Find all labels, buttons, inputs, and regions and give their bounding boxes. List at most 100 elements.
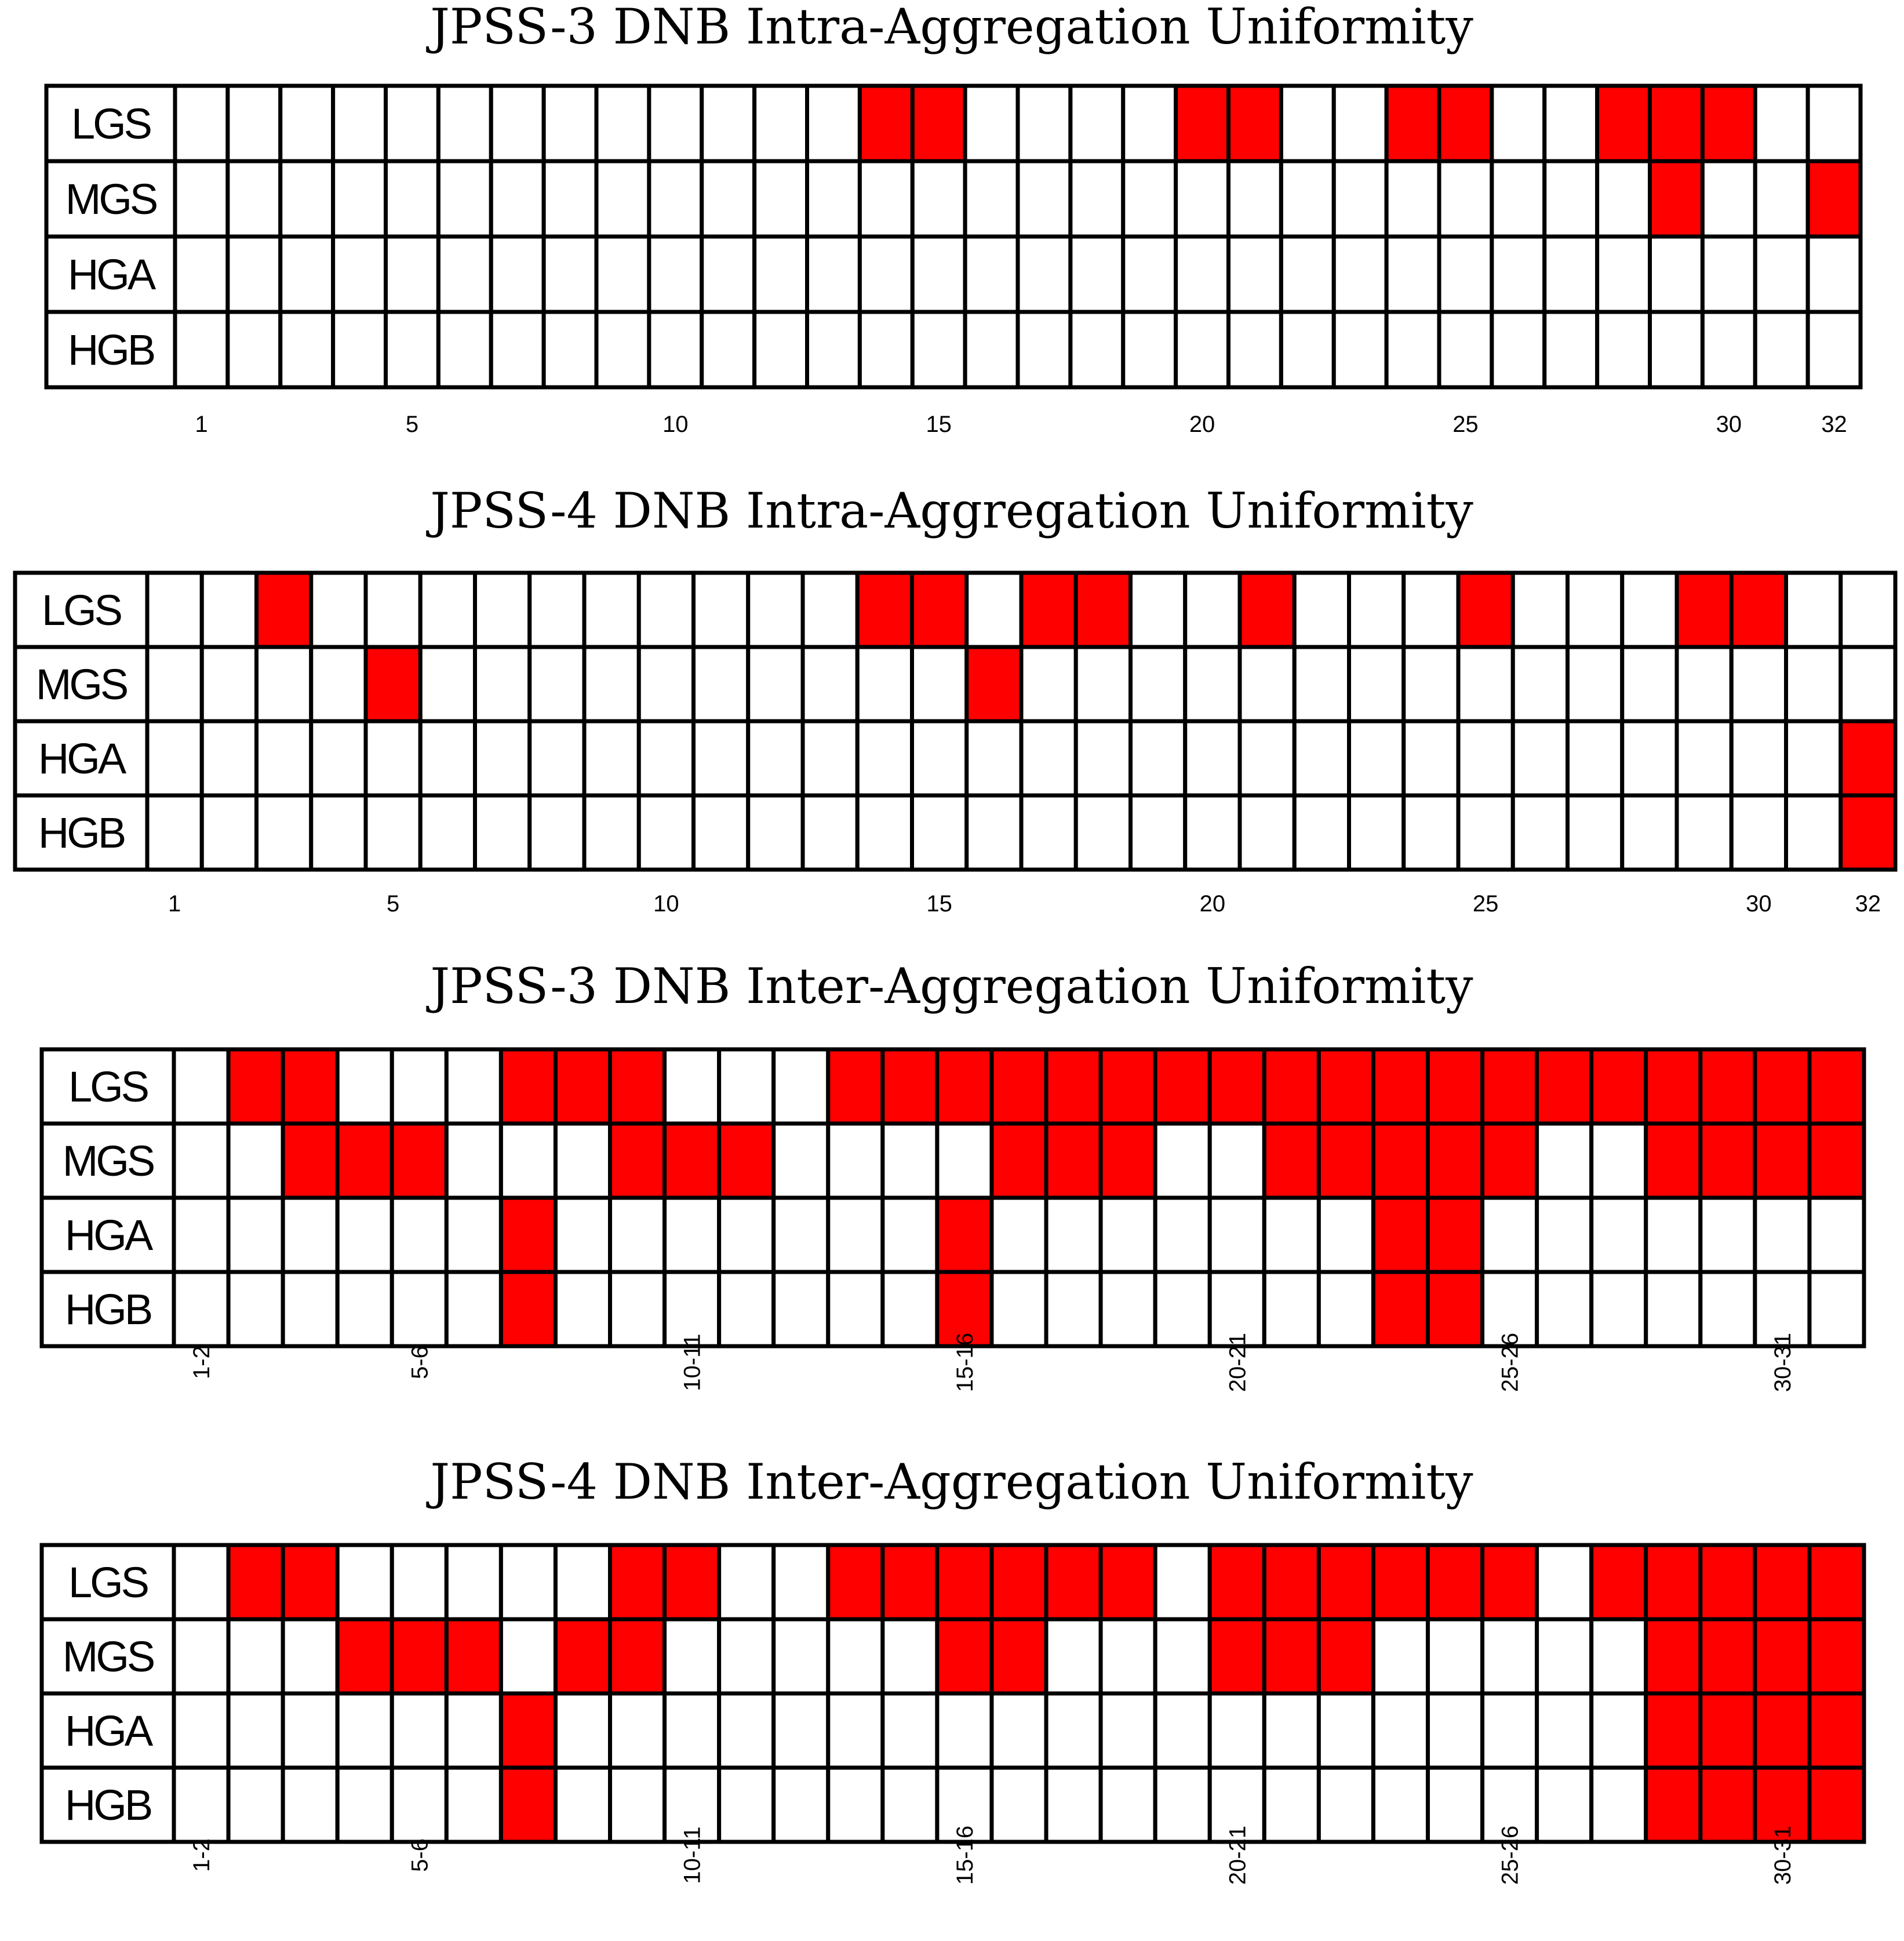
- cell-flagged: [1480, 1543, 1539, 1622]
- cell-flagged: [1753, 1617, 1812, 1696]
- cell-clear: [910, 310, 967, 390]
- cell-flagged: [1098, 1121, 1157, 1200]
- row-label-hgb: HGB: [65, 1285, 151, 1333]
- row-label-cell: [39, 1617, 176, 1696]
- tick-label: 5-6: [407, 1838, 432, 1872]
- cell-clear: [225, 83, 283, 163]
- cell-flagged: [1207, 1617, 1266, 1696]
- cell-flagged: [1674, 570, 1734, 649]
- cell-flagged: [553, 1617, 613, 1696]
- cell-flagged: [1262, 1617, 1321, 1696]
- cell-clear: [1019, 793, 1078, 872]
- cell-flagged: [1807, 1691, 1866, 1770]
- cell-clear: [172, 1121, 231, 1200]
- cell-flagged: [1644, 1543, 1703, 1622]
- cell-clear: [172, 1270, 231, 1348]
- cell-clear: [1044, 1765, 1103, 1844]
- cell-clear: [1044, 1691, 1103, 1770]
- cell-clear: [1401, 570, 1461, 649]
- cell-flagged: [1207, 1543, 1266, 1622]
- cell-flagged: [1807, 1121, 1866, 1200]
- cell-clear: [582, 645, 641, 724]
- cell-flagged: [1644, 1765, 1703, 1844]
- cell-flagged: [1044, 1047, 1103, 1126]
- cell-clear: [800, 570, 860, 649]
- cell-flagged: [935, 1543, 994, 1622]
- cell-clear: [1648, 234, 1705, 314]
- chart-title: JPSS-3 DNB Inter-Aggregation Uniformity: [425, 958, 1473, 1015]
- cell-clear: [662, 1765, 722, 1844]
- cell-clear: [1480, 1617, 1539, 1696]
- cell-flagged: [1644, 1047, 1703, 1126]
- cell-clear: [717, 1617, 776, 1696]
- cell-clear: [700, 83, 757, 163]
- cell-clear: [172, 1617, 231, 1696]
- cell-clear: [1535, 1121, 1594, 1200]
- row-label-hgb: HGB: [68, 326, 154, 374]
- cell-clear: [594, 159, 651, 239]
- cell-clear: [964, 793, 1024, 872]
- cell-clear: [647, 234, 704, 314]
- cell-clear: [363, 719, 423, 798]
- cell-clear: [418, 570, 477, 649]
- cell-clear: [1073, 645, 1133, 724]
- cell-flagged: [1644, 1121, 1703, 1200]
- cell-flagged: [553, 1047, 613, 1126]
- cell-clear: [1068, 159, 1126, 239]
- cell-clear: [254, 645, 314, 724]
- row-label-mgs: MGS: [63, 1633, 154, 1681]
- cell-clear: [636, 645, 696, 724]
- tick-label: 10: [653, 891, 679, 917]
- cell-flagged: [363, 645, 423, 724]
- cell-clear: [226, 1691, 285, 1770]
- cell-flagged: [281, 1543, 340, 1622]
- cell-flagged: [1425, 1195, 1485, 1274]
- cell-flagged: [880, 1543, 940, 1622]
- cell-clear: [309, 793, 368, 872]
- cell-clear: [700, 234, 757, 314]
- cell-flagged: [989, 1047, 1049, 1126]
- cell-clear: [963, 234, 1020, 314]
- cell-clear: [1784, 645, 1843, 724]
- grid-frame: [13, 570, 1898, 872]
- cell-clear: [331, 159, 388, 239]
- cell-clear: [172, 1691, 231, 1770]
- cell-flagged: [1698, 1617, 1757, 1696]
- cell-clear: [1316, 1691, 1375, 1770]
- cell-clear: [857, 310, 915, 390]
- cell-flagged: [1044, 1543, 1103, 1622]
- cell-clear: [1589, 1691, 1648, 1770]
- cell-clear: [1073, 793, 1133, 872]
- cell-flagged: [1698, 1765, 1757, 1844]
- tick-label: 25-26: [1498, 1826, 1523, 1885]
- cell-clear: [1566, 570, 1625, 649]
- grid-frame: [44, 83, 1863, 390]
- row-label-mgs: MGS: [36, 660, 127, 708]
- cell-flagged: [1371, 1270, 1430, 1348]
- cell-flagged: [254, 570, 314, 649]
- grid-frame: [39, 1543, 1866, 1844]
- cell-clear: [553, 1691, 613, 1770]
- cell-clear: [199, 793, 259, 872]
- cell-clear: [1262, 1270, 1321, 1348]
- cell-clear: [1753, 159, 1810, 239]
- cell-clear: [636, 719, 696, 798]
- cell-clear: [335, 1195, 394, 1274]
- cell-clear: [1807, 1270, 1866, 1348]
- cell-flagged: [498, 1047, 558, 1126]
- cell-clear: [662, 1691, 722, 1770]
- chart-title: JPSS-4 DNB Inter-Aggregation Uniformity: [425, 1453, 1473, 1510]
- cell-clear: [1648, 310, 1705, 390]
- cell-flagged: [1262, 1047, 1321, 1126]
- cell-clear: [1595, 234, 1652, 314]
- cell-flagged: [1207, 1047, 1266, 1126]
- cell-flagged: [1753, 1691, 1812, 1770]
- cell-flagged: [1316, 1543, 1375, 1622]
- cell-clear: [1456, 719, 1515, 798]
- cell-flagged: [989, 1617, 1049, 1696]
- cell-clear: [746, 570, 805, 649]
- cell-clear: [553, 1543, 613, 1622]
- cell-clear: [1753, 234, 1810, 314]
- cell-clear: [771, 1195, 831, 1274]
- cell-clear: [1316, 1765, 1375, 1844]
